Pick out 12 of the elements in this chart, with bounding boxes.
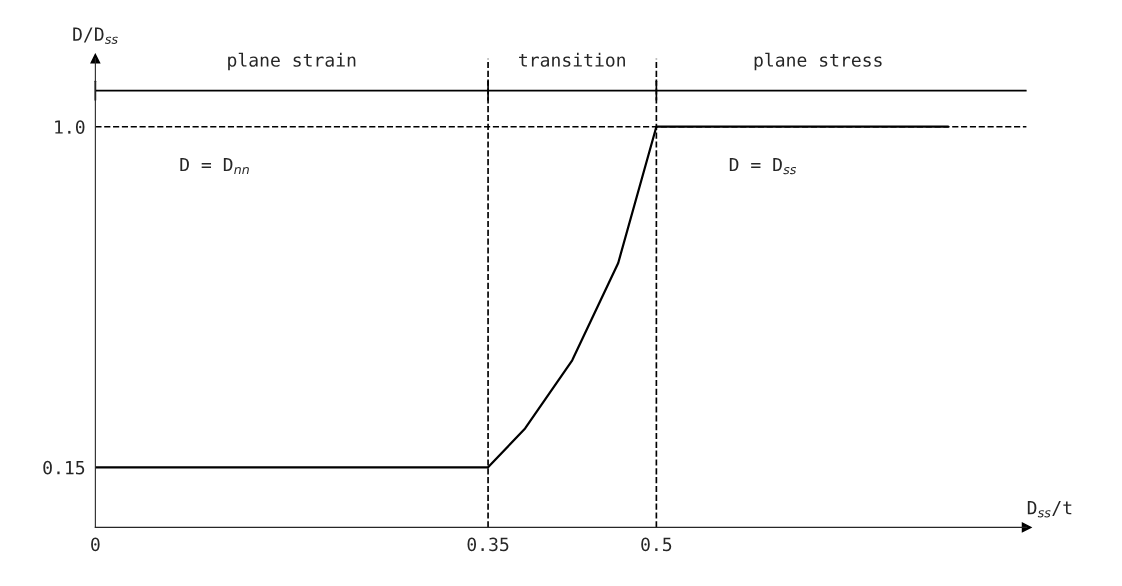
y-axis-title: D/D$_{ss}$ xyxy=(73,27,118,44)
annotation: transition xyxy=(519,52,625,67)
x-axis-title: D$_{ss}$/t xyxy=(1027,501,1072,518)
annotation: plane stress xyxy=(754,52,882,71)
annotation: D = D$_{ss}$ xyxy=(729,157,797,175)
x-tick-label: 0.5 xyxy=(641,537,672,552)
y-tick-label: 0.15 xyxy=(43,460,85,475)
x-tick-label: 0 xyxy=(91,537,100,552)
annotation: plane strain xyxy=(228,52,356,71)
annotation: D = D$_{nn}$ xyxy=(180,157,249,175)
x-tick-label: 0.35 xyxy=(467,537,509,552)
y-tick-label: 1.0 xyxy=(55,120,85,134)
